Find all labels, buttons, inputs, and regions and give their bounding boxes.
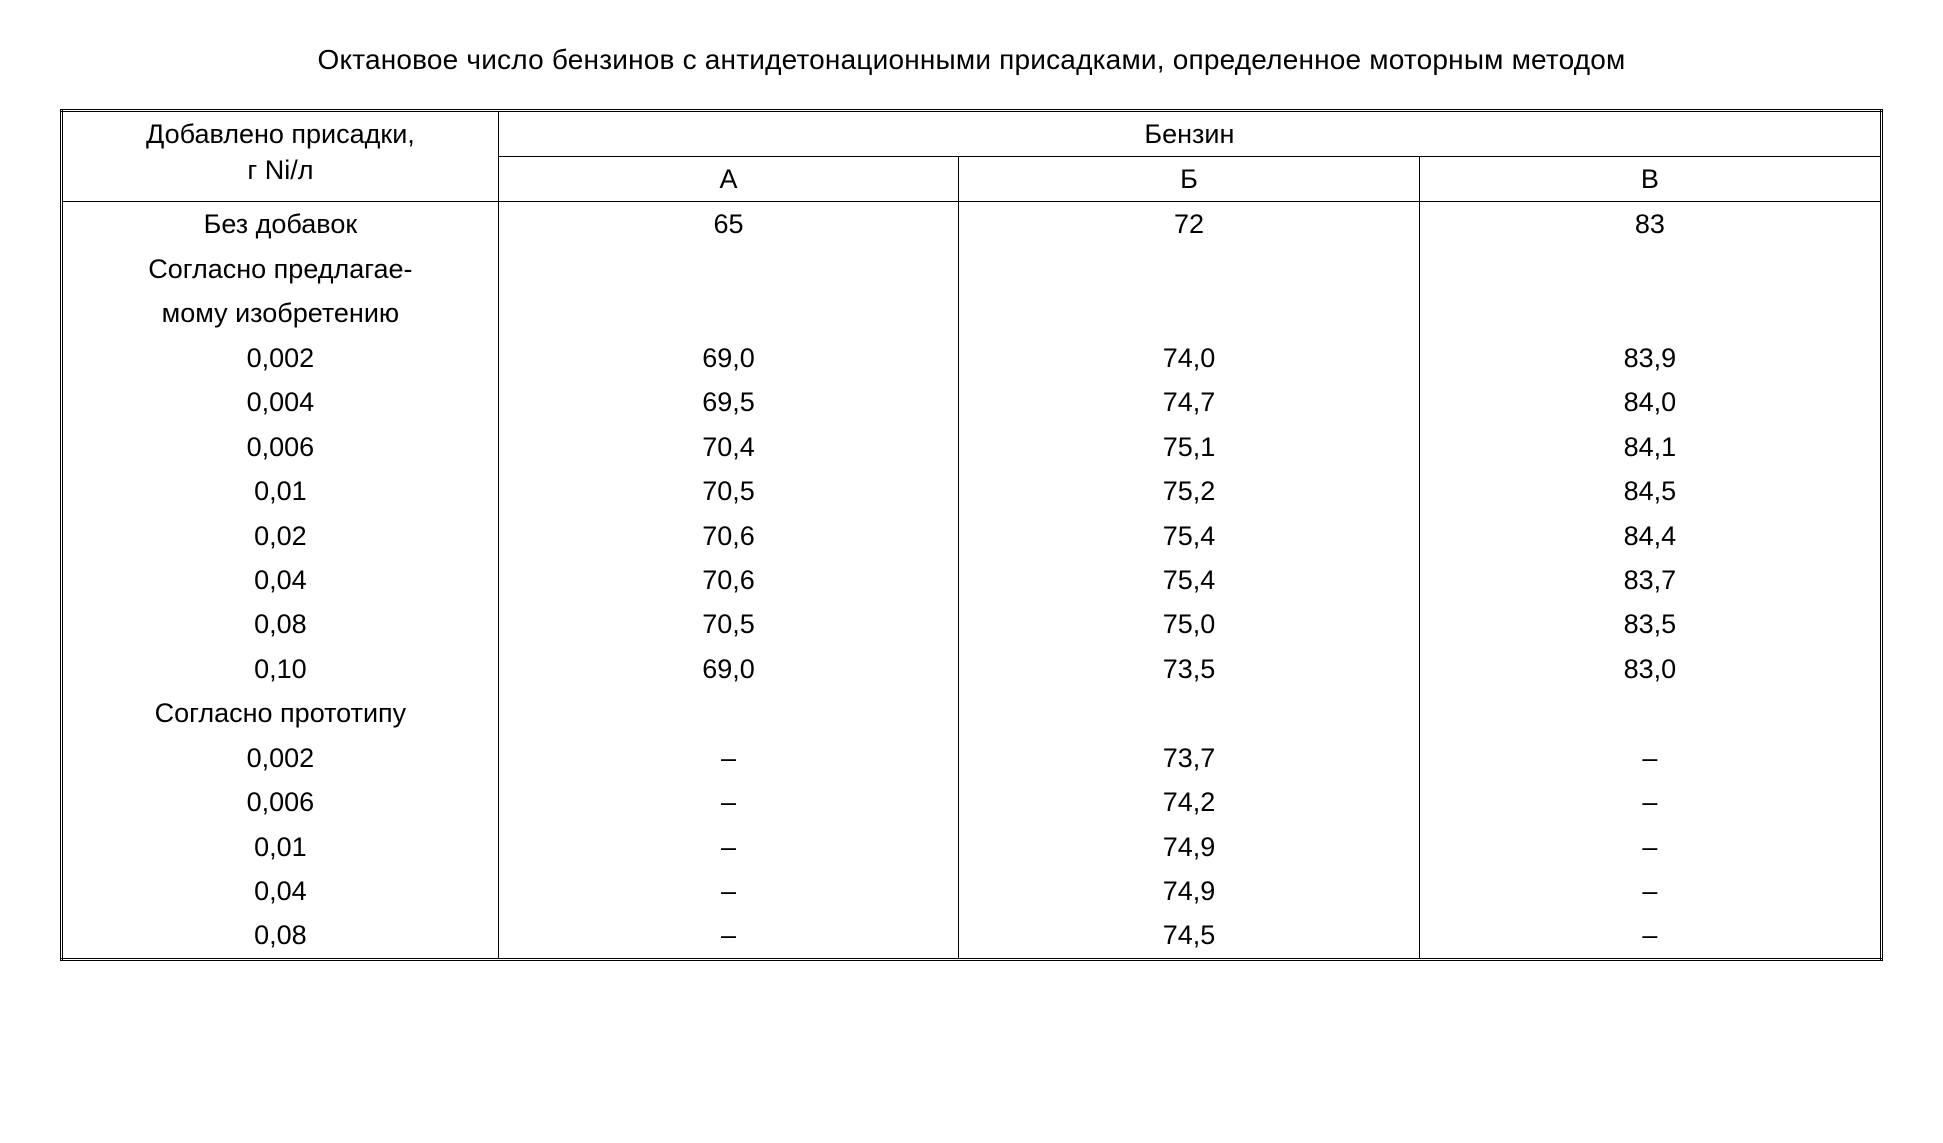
cell-a: –: [498, 780, 958, 824]
cell-additive: 0,006: [62, 780, 499, 824]
cell-b: 73,5: [959, 647, 1419, 691]
cell-a: [498, 291, 958, 335]
cell-c: 83,9: [1419, 336, 1881, 380]
cell-a: 70,6: [498, 514, 958, 558]
cell-a: 69,0: [498, 647, 958, 691]
cell-a: –: [498, 913, 958, 959]
cell-a: –: [498, 825, 958, 869]
cell-additive: 0,006: [62, 425, 499, 469]
table-row: 0,0470,675,483,7: [62, 558, 1882, 602]
cell-b: 74,9: [959, 825, 1419, 869]
cell-b: [959, 691, 1419, 735]
table-body: Без добавок657283Согласно предлагае-мому…: [62, 202, 1882, 959]
cell-additive: 0,002: [62, 736, 499, 780]
cell-a: [498, 247, 958, 291]
cell-additive: Без добавок: [62, 202, 499, 247]
cell-c: 83: [1419, 202, 1881, 247]
table-row: 0,0870,575,083,5: [62, 602, 1882, 646]
cell-a: 70,5: [498, 602, 958, 646]
cell-additive: Согласно прототипу: [62, 691, 499, 735]
cell-b: 75,4: [959, 514, 1419, 558]
cell-c: –: [1419, 913, 1881, 959]
table-row: Без добавок657283: [62, 202, 1882, 247]
cell-b: 75,2: [959, 469, 1419, 513]
cell-c: 84,5: [1419, 469, 1881, 513]
cell-additive: 0,08: [62, 602, 499, 646]
cell-b: [959, 291, 1419, 335]
cell-a: 65: [498, 202, 958, 247]
header-additive: Добавлено присадки, г Ni/л: [62, 110, 499, 202]
cell-additive: 0,01: [62, 825, 499, 869]
table-header: Добавлено присадки, г Ni/л Бензин А Б В: [62, 110, 1882, 202]
cell-b: 74,5: [959, 913, 1419, 959]
cell-additive: 0,02: [62, 514, 499, 558]
cell-b: 74,9: [959, 869, 1419, 913]
cell-b: 72: [959, 202, 1419, 247]
cell-c: 84,1: [1419, 425, 1881, 469]
cell-additive: мому изобретению: [62, 291, 499, 335]
cell-a: –: [498, 736, 958, 780]
cell-c: [1419, 691, 1881, 735]
cell-additive: 0,004: [62, 380, 499, 424]
cell-b: 74,7: [959, 380, 1419, 424]
cell-additive: 0,01: [62, 469, 499, 513]
table-section-row: Согласно прототипу: [62, 691, 1882, 735]
table-row: 0,00269,074,083,9: [62, 336, 1882, 380]
octane-table: Добавлено присадки, г Ni/л Бензин А Б В …: [60, 109, 1883, 961]
cell-additive: Согласно предлагае-: [62, 247, 499, 291]
cell-a: 70,4: [498, 425, 958, 469]
cell-a: 70,5: [498, 469, 958, 513]
cell-a: 69,0: [498, 336, 958, 380]
table-row: 0,00670,475,184,1: [62, 425, 1882, 469]
cell-additive: 0,10: [62, 647, 499, 691]
cell-a: 69,5: [498, 380, 958, 424]
header-gasoline-group: Бензин: [498, 110, 1881, 156]
cell-c: 84,4: [1419, 514, 1881, 558]
header-additive-line1: Добавлено присадки,: [146, 119, 415, 149]
cell-b: 75,4: [959, 558, 1419, 602]
cell-c: –: [1419, 825, 1881, 869]
header-additive-line2: г Ni/л: [247, 155, 313, 185]
table-row: 0,04–74,9–: [62, 869, 1882, 913]
cell-b: 73,7: [959, 736, 1419, 780]
table-row: 0,0170,575,284,5: [62, 469, 1882, 513]
cell-b: 74,0: [959, 336, 1419, 380]
cell-a: –: [498, 869, 958, 913]
header-col-b: Б: [959, 157, 1419, 202]
cell-c: –: [1419, 869, 1881, 913]
header-col-c: В: [1419, 157, 1881, 202]
table-row: 0,002–73,7–: [62, 736, 1882, 780]
table-row: 0,00469,574,784,0: [62, 380, 1882, 424]
cell-c: –: [1419, 780, 1881, 824]
cell-c: –: [1419, 736, 1881, 780]
cell-b: 75,1: [959, 425, 1419, 469]
cell-c: 83,7: [1419, 558, 1881, 602]
cell-c: [1419, 247, 1881, 291]
cell-c: 83,0: [1419, 647, 1881, 691]
cell-a: [498, 691, 958, 735]
cell-a: 70,6: [498, 558, 958, 602]
table-row: 0,08–74,5–: [62, 913, 1882, 959]
header-col-a: А: [498, 157, 958, 202]
cell-b: 75,0: [959, 602, 1419, 646]
cell-c: 83,5: [1419, 602, 1881, 646]
table-section-row: мому изобретению: [62, 291, 1882, 335]
cell-additive: 0,04: [62, 869, 499, 913]
cell-additive: 0,002: [62, 336, 499, 380]
cell-b: [959, 247, 1419, 291]
cell-additive: 0,04: [62, 558, 499, 602]
cell-b: 74,2: [959, 780, 1419, 824]
table-caption: Октановое число бензинов с антидетонацио…: [60, 40, 1883, 81]
cell-additive: 0,08: [62, 913, 499, 959]
table-row: 0,0270,675,484,4: [62, 514, 1882, 558]
table-row: 0,1069,073,583,0: [62, 647, 1882, 691]
cell-c: 84,0: [1419, 380, 1881, 424]
table-row: 0,006–74,2–: [62, 780, 1882, 824]
table-section-row: Согласно предлагае-: [62, 247, 1882, 291]
table-row: 0,01–74,9–: [62, 825, 1882, 869]
cell-c: [1419, 291, 1881, 335]
